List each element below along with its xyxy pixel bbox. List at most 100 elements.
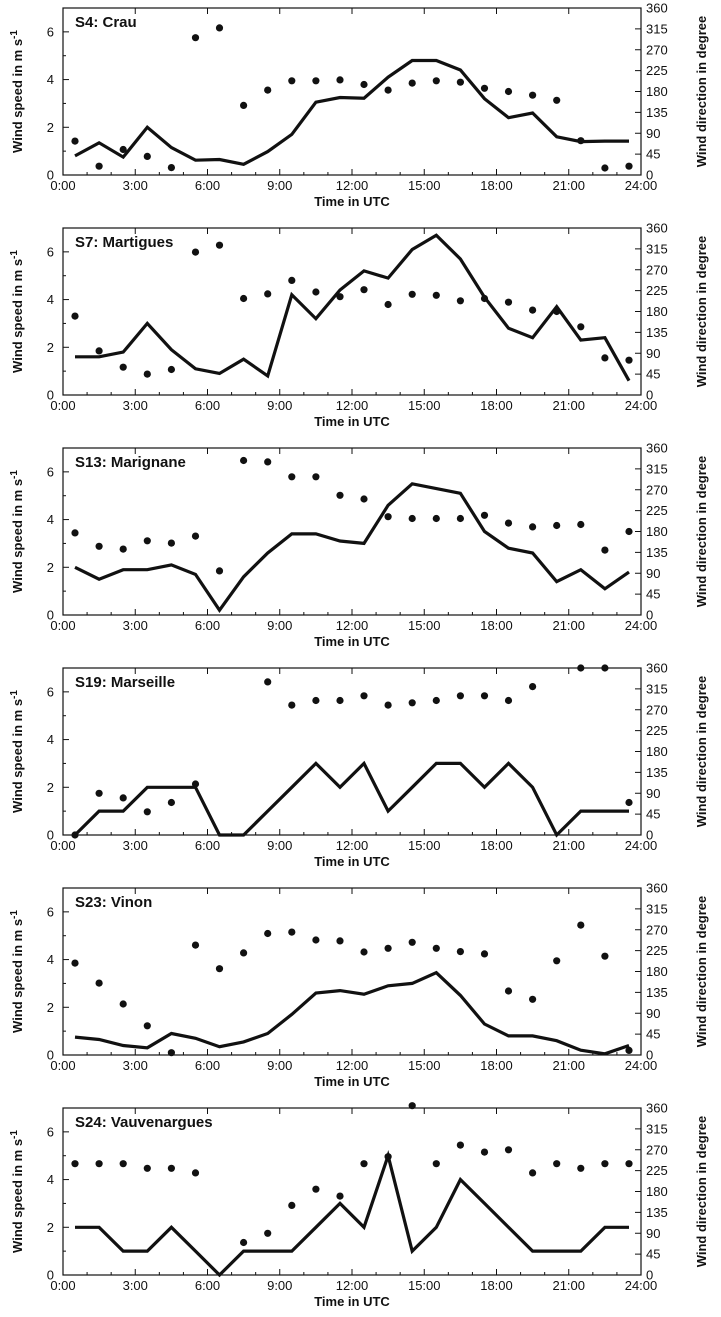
y-axis-title: Wind speed in m s-1	[9, 690, 25, 813]
y2-tick-label: 90	[646, 1006, 660, 1021]
wind-direction-point	[480, 1148, 489, 1156]
x-tick-label: 18:00	[480, 178, 513, 193]
wind-direction-point	[191, 34, 200, 42]
y2-tick-label: 315	[646, 681, 668, 696]
y2-tick-label: 270	[646, 42, 668, 57]
x-tick-label: 3:00	[123, 398, 148, 413]
wind-direction-point	[95, 162, 103, 170]
x-tick-label: 18:00	[480, 1058, 513, 1073]
wind-direction-point	[577, 137, 585, 145]
y2-tick-label: 180	[646, 744, 668, 759]
x-tick-label: 15:00	[408, 1058, 441, 1073]
y-tick-label: 2	[47, 1000, 54, 1015]
wind-direction-point	[384, 944, 392, 952]
panel-title: S4: Crau	[75, 14, 137, 31]
wind-direction-point	[240, 1238, 248, 1247]
y2-tick-label: 45	[646, 367, 660, 382]
y2-tick-label: 135	[646, 1205, 668, 1220]
wind-direction-point	[601, 546, 609, 554]
wind-direction-point	[264, 1229, 272, 1237]
wind-direction-point	[360, 80, 368, 89]
y-axis-title-text: Wind speed in m s	[10, 39, 25, 153]
chart-panel-6: 0:00 3:00 6:00 9:00 12:00 15:00 18:00 21:00 24:0…	[9, 1101, 709, 1310]
x-tick-label: 21:00	[552, 398, 585, 413]
wind-direction-point	[408, 699, 416, 707]
wind-direction-point	[312, 77, 320, 85]
wind-direction-point	[384, 701, 392, 709]
x-tick-label: 0:00	[50, 1058, 75, 1073]
x-tick-label: 0:00	[50, 618, 75, 633]
x-tick-label: 12:00	[336, 398, 369, 413]
wind-direction-point	[336, 1192, 344, 1200]
wind-direction-point	[504, 87, 513, 96]
y-tick-label: 0	[47, 608, 54, 623]
wind-direction-point	[240, 294, 248, 303]
y2-tick-label: 315	[646, 241, 668, 256]
wind-direction-point	[95, 542, 103, 550]
y2-tick-label: 360	[646, 661, 668, 676]
wind-direction-point	[143, 152, 151, 160]
wind-direction-point	[167, 164, 175, 172]
y2-tick-label: 225	[646, 1163, 668, 1178]
x-tick-label: 9:00	[267, 398, 292, 413]
y2-tick-label: 90	[646, 566, 660, 581]
wind-direction-point	[288, 1201, 296, 1209]
wind-direction-point	[504, 1146, 513, 1154]
y-tick-label: 4	[47, 512, 54, 527]
wind-direction-point	[625, 1160, 633, 1168]
panel-title: S19: Marseille	[75, 674, 175, 691]
y2-tick-label: 360	[646, 881, 668, 896]
wind-direction-point	[288, 928, 296, 936]
wind-speed-line	[75, 1150, 629, 1278]
y2-tick-label: 135	[646, 325, 668, 340]
wind-direction-point	[384, 300, 392, 309]
wind-direction-point	[215, 965, 224, 973]
y-axis-title-superscript: -1	[9, 250, 20, 259]
wind-direction-point	[288, 276, 296, 284]
x-tick-label: 24:00	[625, 1278, 658, 1293]
wind-direction-point	[191, 780, 200, 788]
wind-direction-point	[456, 1141, 464, 1149]
y2-tick-label: 0	[646, 1268, 653, 1283]
y2-tick-label: 45	[646, 1027, 660, 1042]
wind-direction-point	[360, 1160, 368, 1168]
panel-title: S24: Vauvenargues	[75, 1114, 213, 1131]
x-tick-label: 15:00	[408, 398, 441, 413]
wind-direction-point	[143, 1164, 151, 1172]
x-tick-label: 3:00	[123, 178, 148, 193]
y2-tick-label: 90	[646, 346, 660, 361]
x-tick-label: 6:00	[195, 838, 220, 853]
wind-direction-point	[601, 164, 609, 172]
y2-tick-label: 135	[646, 985, 668, 1000]
wind-direction-point	[312, 1185, 320, 1193]
y2-tick-label: 180	[646, 1184, 668, 1199]
y2-tick-label: 270	[646, 702, 668, 717]
wind-direction-point	[264, 290, 272, 298]
x-tick-label: 18:00	[480, 1278, 513, 1293]
wind-direction-point	[143, 808, 151, 816]
wind-direction-point	[336, 696, 344, 705]
wind-direction-point	[143, 370, 151, 378]
x-tick-label: 9:00	[267, 1278, 292, 1293]
y-axis-title-superscript: -1	[9, 470, 20, 479]
wind-direction-point	[553, 1160, 561, 1168]
wind-direction-point	[167, 365, 175, 374]
wind-direction-point	[240, 101, 248, 109]
y-tick-label: 6	[47, 24, 54, 39]
wind-direction-point	[119, 363, 127, 371]
y2-tick-label: 315	[646, 21, 668, 36]
wind-direction-point	[71, 831, 79, 839]
wind-direction-point	[360, 286, 368, 294]
wind-direction-point	[95, 789, 103, 797]
wind-direction-point	[553, 521, 561, 530]
wind-direction-point	[456, 948, 464, 956]
y-axis-title-superscript: -1	[9, 690, 20, 699]
y2-tick-label: 0	[646, 828, 653, 843]
x-tick-label: 12:00	[336, 838, 369, 853]
x-tick-label: 6:00	[195, 1058, 220, 1073]
y-tick-label: 2	[47, 1220, 54, 1235]
y-tick-label: 4	[47, 952, 54, 967]
plot-frame	[62, 887, 642, 1056]
wind-direction-point	[408, 1102, 416, 1110]
y2-tick-label: 360	[646, 1101, 668, 1116]
